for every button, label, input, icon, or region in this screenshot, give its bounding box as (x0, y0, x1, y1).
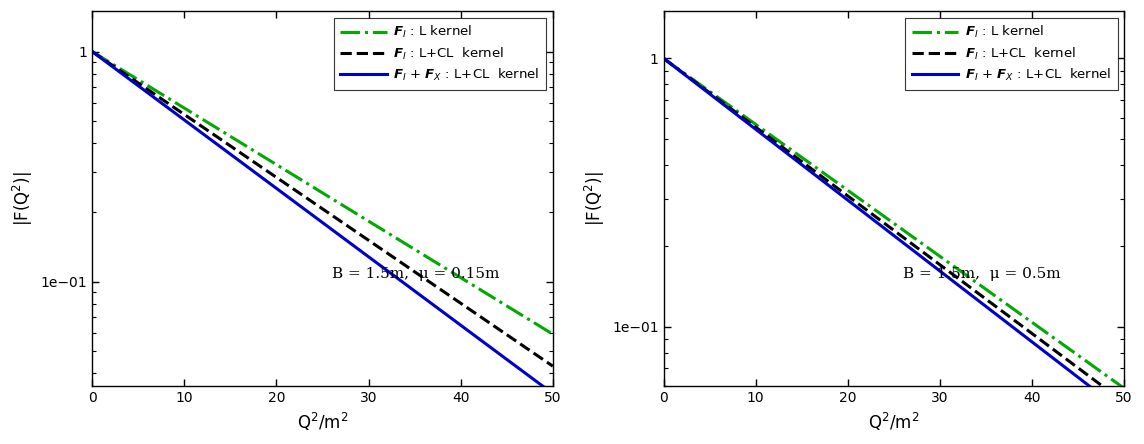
Line: $\boldsymbol{F}_{I}$ : L+CL  kernel: $\boldsymbol{F}_{I}$ : L+CL kernel (93, 52, 553, 366)
$\boldsymbol{F}_{I}$ : L kernel: (39.9, 0.105): L kernel: (39.9, 0.105) (453, 274, 467, 280)
$\boldsymbol{F}_{I}$ + $\boldsymbol{F}_{X}$ : L+CL  kernel: (39, 0.0934): L+CL kernel: (39, 0.0934) (1016, 332, 1030, 337)
Text: B = 1.5m,  μ = 0.5m: B = 1.5m, μ = 0.5m (903, 267, 1060, 281)
Legend: $\boldsymbol{F}_{I}$ : L kernel, $\boldsymbol{F}_{I}$ : L+CL  kernel, $\boldsymb: $\boldsymbol{F}_{I}$ : L kernel, $\bolds… (905, 18, 1118, 90)
$\boldsymbol{F}_{I}$ : L kernel: (5.11, 0.749): L kernel: (5.11, 0.749) (704, 89, 717, 95)
$\boldsymbol{F}_{I}$ : L kernel: (0, 1): L kernel: (0, 1) (657, 56, 670, 61)
$\boldsymbol{F}_{I}$ + $\boldsymbol{F}_{X}$ : L+CL  kernel: (22, 0.262): L+CL kernel: (22, 0.262) (859, 212, 873, 217)
$\boldsymbol{F}_{I}$ : L+CL  kernel: (39.9, 0.081): L+CL kernel: (39.9, 0.081) (453, 300, 467, 305)
Y-axis label: |F(Q$^2$)|: |F(Q$^2$)| (582, 171, 606, 226)
$\boldsymbol{F}_{I}$ + $\boldsymbol{F}_{X}$ : L+CL  kernel: (5.11, 0.705): L+CL kernel: (5.11, 0.705) (133, 84, 146, 89)
$\boldsymbol{F}_{I}$ : L kernel: (34.3, 0.143): L kernel: (34.3, 0.143) (972, 282, 986, 288)
$\boldsymbol{F}_{I}$ + $\boldsymbol{F}_{X}$ : L+CL  kernel: (39.9, 0.0885): L+CL kernel: (39.9, 0.0885) (1024, 338, 1038, 344)
$\boldsymbol{F}_{I}$ : L+CL  kernel: (39.9, 0.095): L+CL kernel: (39.9, 0.095) (1024, 330, 1038, 335)
$\boldsymbol{F}_{I}$ : L kernel: (50, 0.059): L kernel: (50, 0.059) (1118, 386, 1131, 391)
$\boldsymbol{F}_{I}$ + $\boldsymbol{F}_{X}$ : L+CL  kernel: (22, 0.221): L+CL kernel: (22, 0.221) (288, 199, 302, 205)
X-axis label: Q$^2$/m$^2$: Q$^2$/m$^2$ (868, 411, 920, 433)
Line: $\boldsymbol{F}_{I}$ + $\boldsymbol{F}_{X}$ : L+CL  kernel: $\boldsymbol{F}_{I}$ + $\boldsymbol{F}_{… (93, 52, 553, 394)
$\boldsymbol{F}_{I}$ : L kernel: (20.2, 0.318): L kernel: (20.2, 0.318) (271, 163, 285, 169)
$\boldsymbol{F}_{I}$ : L+CL  kernel: (0, 1): L+CL kernel: (0, 1) (86, 49, 100, 54)
$\boldsymbol{F}_{I}$ : L kernel: (20.2, 0.318): L kernel: (20.2, 0.318) (843, 189, 857, 194)
$\boldsymbol{F}_{I}$ : L+CL  kernel: (0, 1): L+CL kernel: (0, 1) (657, 56, 670, 61)
$\boldsymbol{F}_{I}$ : L kernel: (22, 0.288): L kernel: (22, 0.288) (288, 174, 302, 179)
Text: B = 1.5m,  μ = 0.15m: B = 1.5m, μ = 0.15m (332, 267, 499, 281)
$\boldsymbol{F}_{I}$ + $\boldsymbol{F}_{X}$ : L+CL  kernel: (5.11, 0.733): L+CL kernel: (5.11, 0.733) (704, 92, 717, 97)
$\boldsymbol{F}_{I}$ : L+CL  kernel: (34.3, 0.115): L+CL kernel: (34.3, 0.115) (402, 265, 415, 270)
Legend: $\boldsymbol{F}_{I}$ : L kernel, $\boldsymbol{F}_{I}$ : L+CL  kernel, $\boldsymb: $\boldsymbol{F}_{I}$ : L kernel, $\bolds… (334, 18, 546, 90)
$\boldsymbol{F}_{I}$ : L kernel: (39.9, 0.105): L kernel: (39.9, 0.105) (1024, 319, 1038, 324)
$\boldsymbol{F}_{I}$ : L+CL  kernel: (20.2, 0.303): L+CL kernel: (20.2, 0.303) (843, 195, 857, 200)
$\boldsymbol{F}_{I}$ + $\boldsymbol{F}_{X}$ : L+CL  kernel: (50, 0.0478): L+CL kernel: (50, 0.0478) (1118, 410, 1131, 416)
Y-axis label: |F(Q$^2$)|: |F(Q$^2$)| (11, 171, 35, 226)
$\boldsymbol{F}_{I}$ : L+CL  kernel: (20.2, 0.28): L+CL kernel: (20.2, 0.28) (271, 176, 285, 182)
$\boldsymbol{F}_{I}$ : L+CL  kernel: (5.11, 0.74): L+CL kernel: (5.11, 0.74) (704, 91, 717, 96)
$\boldsymbol{F}_{I}$ : L kernel: (39, 0.11): L kernel: (39, 0.11) (445, 270, 459, 275)
$\boldsymbol{F}_{I}$ + $\boldsymbol{F}_{X}$ : L+CL  kernel: (34.3, 0.0952): L+CL kernel: (34.3, 0.0952) (402, 284, 415, 289)
$\boldsymbol{F}_{I}$ : L kernel: (5.11, 0.749): L kernel: (5.11, 0.749) (133, 78, 146, 83)
$\boldsymbol{F}_{I}$ + $\boldsymbol{F}_{X}$ : L+CL  kernel: (39.9, 0.0651): L+CL kernel: (39.9, 0.0651) (453, 322, 467, 327)
$\boldsymbol{F}_{I}$ : L+CL  kernel: (39, 0.1): L+CL kernel: (39, 0.1) (1016, 324, 1030, 329)
$\boldsymbol{F}_{I}$ + $\boldsymbol{F}_{X}$ : L+CL  kernel: (20.2, 0.292): L+CL kernel: (20.2, 0.292) (843, 199, 857, 204)
$\boldsymbol{F}_{I}$ : L+CL  kernel: (34.3, 0.132): L+CL kernel: (34.3, 0.132) (972, 292, 986, 297)
Line: $\boldsymbol{F}_{I}$ : L+CL  kernel: $\boldsymbol{F}_{I}$ : L+CL kernel (664, 58, 1125, 402)
$\boldsymbol{F}_{I}$ + $\boldsymbol{F}_{X}$ : L+CL  kernel: (50, 0.0325): L+CL kernel: (50, 0.0325) (546, 391, 559, 396)
X-axis label: Q$^2$/m$^2$: Q$^2$/m$^2$ (296, 411, 348, 433)
$\boldsymbol{F}_{I}$ : L+CL  kernel: (39, 0.0858): L+CL kernel: (39, 0.0858) (445, 294, 459, 300)
$\boldsymbol{F}_{I}$ : L+CL  kernel: (50, 0.0523): L+CL kernel: (50, 0.0523) (1118, 400, 1131, 405)
Line: $\boldsymbol{F}_{I}$ : L kernel: $\boldsymbol{F}_{I}$ : L kernel (93, 52, 553, 334)
Line: $\boldsymbol{F}_{I}$ + $\boldsymbol{F}_{X}$ : L+CL  kernel: $\boldsymbol{F}_{I}$ + $\boldsymbol{F}_{… (664, 58, 1125, 413)
$\boldsymbol{F}_{I}$ + $\boldsymbol{F}_{X}$ : L+CL  kernel: (0, 1): L+CL kernel: (0, 1) (657, 56, 670, 61)
$\boldsymbol{F}_{I}$ : L kernel: (0, 1): L kernel: (0, 1) (86, 49, 100, 54)
$\boldsymbol{F}_{I}$ : L+CL  kernel: (22, 0.273): L+CL kernel: (22, 0.273) (859, 207, 873, 213)
$\boldsymbol{F}_{I}$ : L+CL  kernel: (5.11, 0.725): L+CL kernel: (5.11, 0.725) (133, 81, 146, 87)
$\boldsymbol{F}_{I}$ + $\boldsymbol{F}_{X}$ : L+CL  kernel: (39, 0.0692): L+CL kernel: (39, 0.0692) (445, 316, 459, 321)
$\boldsymbol{F}_{I}$ : L kernel: (50, 0.059): L kernel: (50, 0.059) (546, 332, 559, 337)
$\boldsymbol{F}_{I}$ + $\boldsymbol{F}_{X}$ : L+CL  kernel: (34.3, 0.124): L+CL kernel: (34.3, 0.124) (972, 299, 986, 305)
$\boldsymbol{F}_{I}$ + $\boldsymbol{F}_{X}$ : L+CL  kernel: (20.2, 0.25): L+CL kernel: (20.2, 0.25) (271, 187, 285, 193)
$\boldsymbol{F}_{I}$ : L+CL  kernel: (50, 0.0429): L+CL kernel: (50, 0.0429) (546, 364, 559, 369)
Line: $\boldsymbol{F}_{I}$ : L kernel: $\boldsymbol{F}_{I}$ : L kernel (664, 58, 1125, 388)
$\boldsymbol{F}_{I}$ : L kernel: (39, 0.11): L kernel: (39, 0.11) (1016, 313, 1030, 318)
$\boldsymbol{F}_{I}$ : L+CL  kernel: (22, 0.25): L+CL kernel: (22, 0.25) (288, 187, 302, 193)
$\boldsymbol{F}_{I}$ : L kernel: (34.3, 0.143): L kernel: (34.3, 0.143) (402, 243, 415, 248)
$\boldsymbol{F}_{I}$ : L kernel: (22, 0.288): L kernel: (22, 0.288) (859, 201, 873, 206)
$\boldsymbol{F}_{I}$ + $\boldsymbol{F}_{X}$ : L+CL  kernel: (0, 1): L+CL kernel: (0, 1) (86, 49, 100, 54)
